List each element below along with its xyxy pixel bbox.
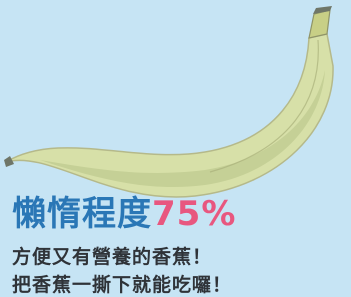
banana-tip	[4, 156, 14, 167]
tagline: 把香蕉一撕下就能吃囉！	[12, 270, 232, 297]
banana-body	[6, 34, 333, 197]
headline-value: 75%	[152, 194, 236, 234]
card: 懶惰程度75% 方便又有營養的香蕉！ 把香蕉一撕下就能吃囉！	[0, 0, 351, 296]
headline-label: 懶惰程度	[12, 194, 152, 234]
banana-stem	[309, 10, 330, 38]
tagline: 方便又有營養的香蕉！	[12, 242, 212, 269]
headline: 懶惰程度75%	[12, 186, 236, 235]
